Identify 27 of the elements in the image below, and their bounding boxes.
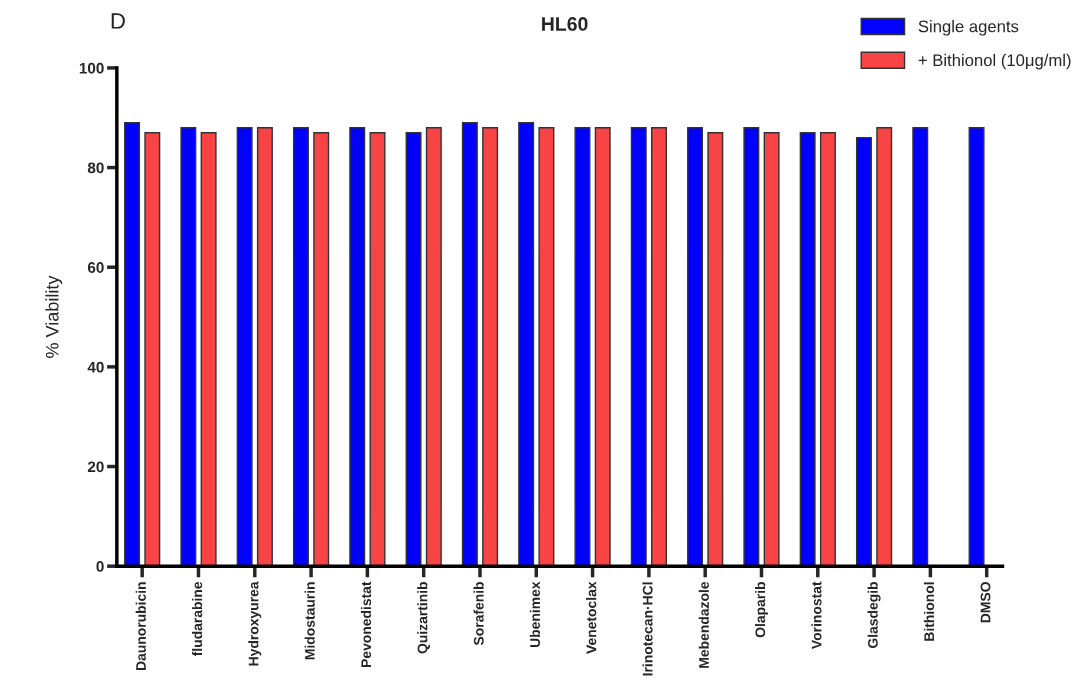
x-tick-label: DMSO	[980, 582, 991, 623]
x-tick-label: Olaparib	[755, 582, 768, 638]
x-tick-label: Bithionol	[923, 582, 935, 641]
y-tick-label: 20	[87, 461, 104, 473]
y-axis-title: % Viability	[45, 275, 63, 358]
x-tick-label: Quizartinib	[417, 582, 431, 654]
x-tick-label: Pevonedistat	[360, 581, 372, 667]
chart-title: HL60	[542, 17, 588, 31]
x-tick-label: Venetoclax	[586, 581, 597, 654]
text: D	[111, 13, 125, 29]
x-tick-label: Mebendazole	[698, 581, 709, 668]
legend-label: + Bithionol (10μg/ml)	[918, 53, 1071, 70]
x-tick-label: fludarabine	[192, 581, 203, 657]
y-tick-label: 40	[87, 361, 104, 373]
x-tick-label: Midostaurin	[304, 582, 315, 660]
x-tick-label: Sorafenib	[473, 582, 484, 646]
legend-label: Single agents	[918, 20, 1019, 36]
y-tick-label: 60	[87, 262, 104, 273]
x-tick-label: Ubenimex	[529, 581, 541, 647]
x-tick-label: Glasdegib	[867, 582, 881, 649]
x-tick-label: Vorinostat	[811, 581, 822, 650]
y-tick-label: 0	[96, 561, 104, 572]
x-tick-label: Irinotecan·HCl	[642, 582, 653, 676]
y-tick-label: 100	[79, 62, 104, 74]
y-tick-label: 80	[87, 162, 104, 174]
x-tick-label: Daunorubicin	[135, 582, 146, 671]
x-tick-label: Hydroxyurea	[248, 581, 262, 666]
